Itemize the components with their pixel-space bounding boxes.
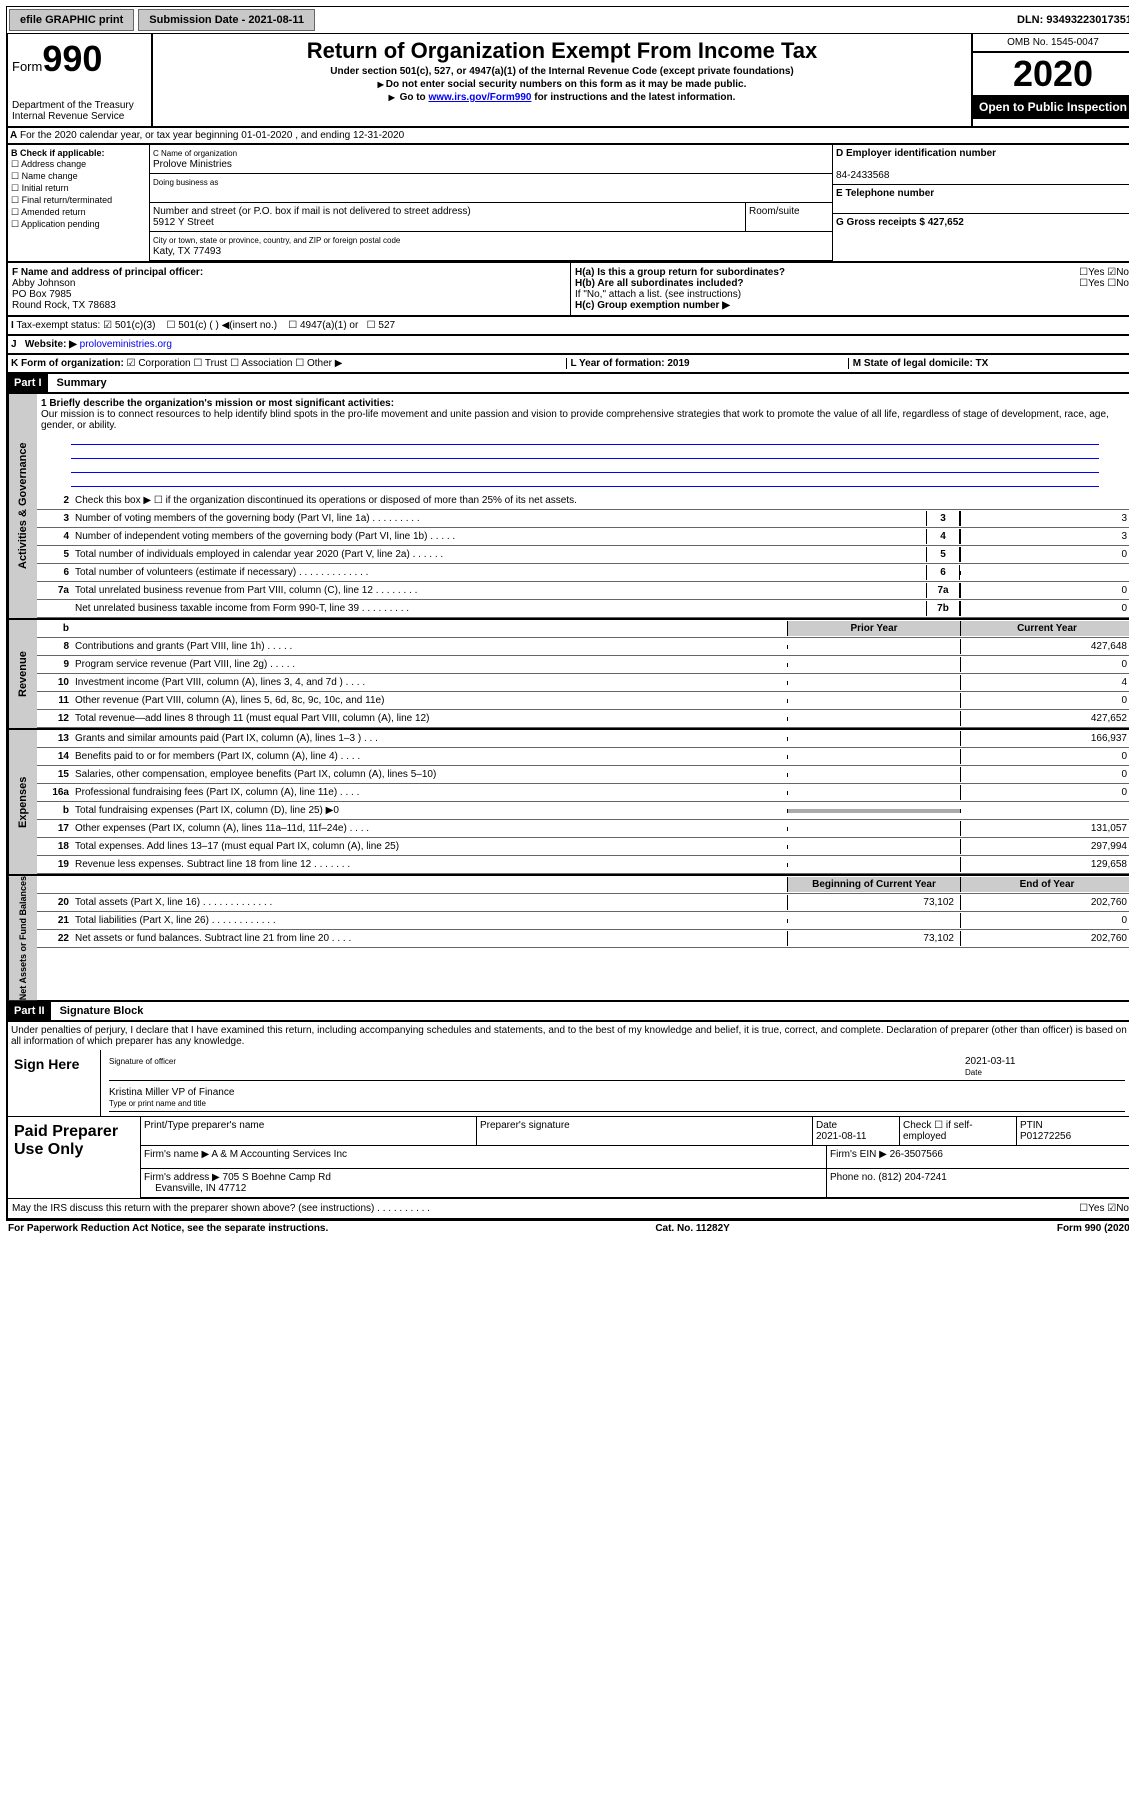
table-row: 17Other expenses (Part IX, column (A), l… xyxy=(37,820,1129,838)
form-version: Form 990 (2020) xyxy=(1057,1223,1129,1234)
table-row: 4Number of independent voting members of… xyxy=(37,528,1129,546)
table-row: 16aProfessional fundraising fees (Part I… xyxy=(37,784,1129,802)
topbar: efile GRAPHIC print Submission Date - 20… xyxy=(6,6,1129,34)
table-row: 2Check this box ▶ ☐ if the organization … xyxy=(37,492,1129,510)
table-row: 13Grants and similar amounts paid (Part … xyxy=(37,730,1129,748)
paid-preparer-label: Paid Preparer Use Only xyxy=(8,1117,141,1198)
mission-text: Our mission is to connect resources to h… xyxy=(41,409,1109,431)
activities-governance-label: Activities & Governance xyxy=(8,394,37,618)
table-row: 12Total revenue—add lines 8 through 11 (… xyxy=(37,710,1129,728)
table-row: 9Program service revenue (Part VIII, lin… xyxy=(37,656,1129,674)
gross-receipts: G Gross receipts $ 427,652 xyxy=(836,217,964,228)
goto-post: for instructions and the latest informat… xyxy=(534,92,735,103)
table-row: Net unrelated business taxable income fr… xyxy=(37,600,1129,618)
officer-signature-name: Kristina Miller VP of Finance xyxy=(109,1087,234,1098)
website-link[interactable]: proloveministries.org xyxy=(80,339,172,350)
form-title: Return of Organization Exempt From Incom… xyxy=(157,38,967,64)
cat-no: Cat. No. 11282Y xyxy=(655,1223,729,1234)
state-domicile: M State of legal domicile: TX xyxy=(853,358,989,369)
omb-number: OMB No. 1545-0047 xyxy=(973,34,1129,53)
firm-name: A & M Accounting Services Inc xyxy=(211,1149,347,1160)
firm-ein: 26-3507566 xyxy=(890,1149,943,1160)
org-name: Prolove Ministries xyxy=(153,159,232,170)
sign-here-label: Sign Here xyxy=(8,1050,101,1116)
ptin: P01272256 xyxy=(1020,1131,1071,1142)
tax-year: 2020 xyxy=(973,53,1129,95)
table-row: 10Investment income (Part VIII, column (… xyxy=(37,674,1129,692)
table-row: 18Total expenses. Add lines 13–17 (must … xyxy=(37,838,1129,856)
form-word: Form xyxy=(12,59,42,74)
revenue-label: Revenue xyxy=(8,620,37,728)
sign-date: 2021-03-11 xyxy=(965,1056,1015,1067)
form-header: Form990 Department of the Treasury Inter… xyxy=(6,34,1129,128)
table-row: 14Benefits paid to or for members (Part … xyxy=(37,748,1129,766)
table-row: 19Revenue less expenses. Subtract line 1… xyxy=(37,856,1129,874)
irs-label: Internal Revenue Service xyxy=(12,111,147,122)
efile-button[interactable]: efile GRAPHIC print xyxy=(9,9,134,31)
table-row: bTotal fundraising expenses (Part IX, co… xyxy=(37,802,1129,820)
ein: 84-2433568 xyxy=(836,170,889,181)
form-subtitle-2: Do not enter social security numbers on … xyxy=(386,79,747,90)
officer-name: Abby Johnson xyxy=(12,278,75,289)
goto-pre: Go to xyxy=(400,92,426,103)
table-row: 20Total assets (Part X, line 16) . . . .… xyxy=(37,894,1129,912)
dept-label: Department of the Treasury xyxy=(12,100,147,111)
table-row: 6Total number of volunteers (estimate if… xyxy=(37,564,1129,582)
submission-date-button[interactable]: Submission Date - 2021-08-11 xyxy=(138,9,315,31)
form990-link[interactable]: www.irs.gov/Form990 xyxy=(428,92,531,103)
street-address: 5912 Y Street xyxy=(153,217,214,228)
expenses-label: Expenses xyxy=(8,730,37,874)
form-number: 990 xyxy=(42,38,102,79)
table-row: 5Total number of individuals employed in… xyxy=(37,546,1129,564)
dln-label: DLN: 93493223017351 xyxy=(1017,14,1129,26)
paperwork-notice: For Paperwork Reduction Act Notice, see … xyxy=(8,1223,328,1234)
part-1-header: Part I xyxy=(8,374,48,392)
table-row: 22Net assets or fund balances. Subtract … xyxy=(37,930,1129,948)
tax-year-row: A For the 2020 calendar year, or tax yea… xyxy=(6,128,1129,145)
table-row: 3Number of voting members of the governi… xyxy=(37,510,1129,528)
table-row: 7aTotal unrelated business revenue from … xyxy=(37,582,1129,600)
perjury-declaration: Under penalties of perjury, I declare th… xyxy=(8,1022,1129,1050)
table-row: 21Total liabilities (Part X, line 26) . … xyxy=(37,912,1129,930)
form-subtitle-1: Under section 501(c), 527, or 4947(a)(1)… xyxy=(157,66,967,77)
part-2-header: Part II xyxy=(8,1002,51,1020)
table-row: 15Salaries, other compensation, employee… xyxy=(37,766,1129,784)
table-row: 8Contributions and grants (Part VIII, li… xyxy=(37,638,1129,656)
open-inspection: Open to Public Inspection xyxy=(973,95,1129,119)
firm-phone: (812) 204-7241 xyxy=(878,1172,946,1183)
net-assets-label: Net Assets or Fund Balances xyxy=(8,876,37,1000)
year-formation: L Year of formation: 2019 xyxy=(571,358,690,369)
table-row: 11Other revenue (Part VIII, column (A), … xyxy=(37,692,1129,710)
city-state-zip: Katy, TX 77493 xyxy=(153,246,221,257)
section-b-checkboxes: B Check if applicable: ☐ Address change … xyxy=(8,145,150,261)
